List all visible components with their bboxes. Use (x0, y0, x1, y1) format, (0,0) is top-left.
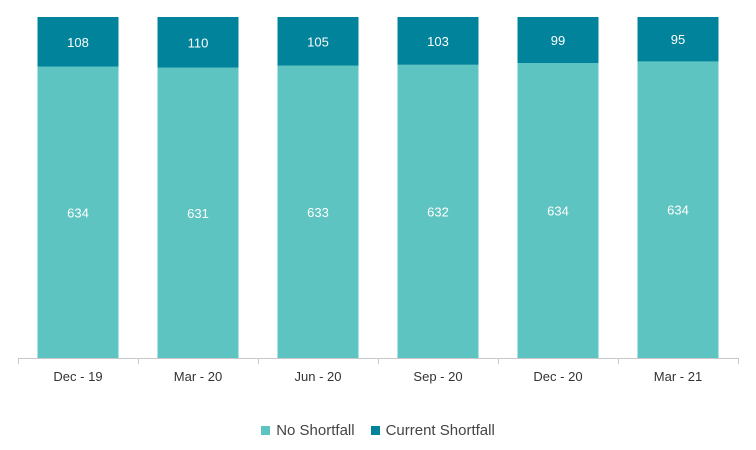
data-label-current-shortfall-1: 110 (188, 35, 209, 50)
bar-segment-no-shortfall-5 (637, 61, 719, 358)
legend-item-no-shortfall: No Shortfall (261, 421, 355, 439)
data-label-current-shortfall-0: 108 (67, 35, 89, 50)
data-label-current-shortfall-3: 103 (427, 34, 449, 49)
x-tick-label-2: Jun - 20 (295, 369, 342, 384)
bar-segment-no-shortfall-4 (517, 63, 599, 358)
data-label-no-shortfall-1: 631 (187, 206, 209, 221)
x-tick-label-3: Sep - 20 (413, 369, 462, 384)
data-label-no-shortfall-3: 632 (427, 204, 449, 219)
bar-segment-current-shortfall-5 (637, 17, 719, 62)
bar-segment-current-shortfall-4 (517, 17, 599, 64)
bar-segment-no-shortfall-3 (397, 64, 479, 359)
x-tick-label-5: Mar - 21 (654, 369, 702, 384)
bar-segment-current-shortfall-1 (157, 17, 239, 68)
legend-label-current-shortfall: Current Shortfall (385, 421, 495, 439)
bar-segment-no-shortfall-2 (277, 65, 359, 358)
chart-legend: No Shortfall Current Shortfall (0, 418, 756, 442)
x-tick-label-0: Dec - 19 (53, 369, 102, 384)
legend-swatch-current-shortfall (370, 425, 380, 435)
legend-item-current-shortfall: Current Shortfall (370, 421, 495, 439)
data-label-current-shortfall-2: 105 (307, 34, 329, 49)
data-label-current-shortfall-4: 99 (551, 33, 565, 48)
legend-label-no-shortfall: No Shortfall (276, 421, 355, 439)
stacked-bar-chart: 634 108 Dec - 19 631 110 Mar - 20 633 105 Jun - … (18, 17, 739, 384)
data-label-current-shortfall-5: 95 (671, 32, 685, 47)
bar-segment-no-shortfall-0 (37, 66, 119, 358)
x-tick-label-4: Dec - 20 (533, 369, 582, 384)
legend-swatch-no-shortfall (261, 425, 271, 435)
bar-segment-current-shortfall-2 (277, 17, 359, 66)
bar-segment-current-shortfall-3 (397, 17, 479, 65)
data-label-no-shortfall-2: 633 (307, 205, 329, 220)
x-tick-label-1: Mar - 20 (174, 369, 222, 384)
bar-segment-no-shortfall-1 (157, 67, 239, 358)
data-label-no-shortfall-5: 634 (667, 203, 689, 218)
data-label-no-shortfall-4: 634 (547, 204, 569, 219)
data-label-no-shortfall-0: 634 (67, 205, 89, 220)
bar-segment-current-shortfall-0 (37, 17, 119, 67)
